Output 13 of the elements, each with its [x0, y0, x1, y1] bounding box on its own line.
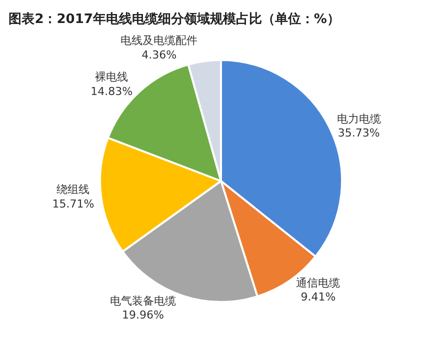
slice-label: 裸电线: [95, 70, 128, 84]
slice-label: 绕组线: [56, 183, 90, 196]
slice-label: 电气装备电缆: [110, 294, 176, 308]
data-label: 14.83%: [90, 84, 133, 98]
data-label: 9.41%: [300, 290, 336, 304]
chart-title: 图表2：2017年电线电缆细分领域规模占比（单位：%）: [8, 10, 340, 27]
data-label: 4.36%: [142, 48, 177, 62]
slice-label: 电线及电缆配件: [120, 34, 198, 48]
data-label: 15.71%: [52, 197, 94, 210]
slice-label: 电力电缆: [336, 112, 381, 126]
slice-label: 通信电缆: [296, 276, 340, 290]
data-label: 19.96%: [122, 308, 164, 322]
data-label: 35.73%: [338, 126, 380, 140]
